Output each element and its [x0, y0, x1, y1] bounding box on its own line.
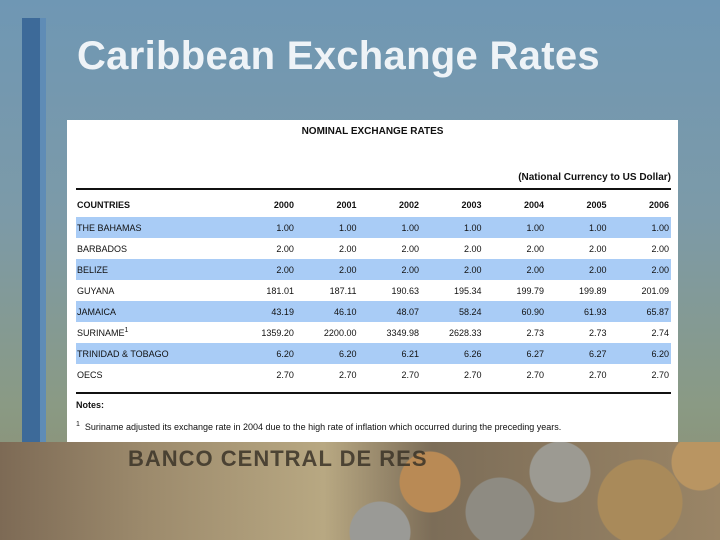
rate-cell: 60.90: [521, 306, 545, 317]
country-cell: THE BAHAMAS: [77, 222, 142, 233]
rate-cell: 2.70: [526, 369, 545, 380]
header-cell: 2004: [523, 200, 545, 210]
header-cell: COUNTRIES: [77, 200, 131, 210]
header-cell: 2001: [336, 200, 357, 210]
country-cell: BARBADOS: [77, 243, 128, 254]
rate-cell: 187.11: [329, 285, 357, 296]
footnote-number: 1: [76, 421, 80, 428]
table-row: SURINAME1 1359.20 2200.00 3349.98 2628.3…: [76, 322, 671, 343]
rate-cell: 2.73: [589, 327, 607, 338]
rate-cell: 2.00: [526, 264, 545, 275]
footnote-marker: 1: [124, 327, 129, 334]
rate-cell: 1.00: [463, 222, 482, 233]
banknote-text: BANCO CENTRAL DE RES: [128, 446, 428, 471]
rate-cell: 2.00: [589, 243, 607, 254]
exchange-rate-table-image: NOMINAL EXCHANGE RATES (National Currenc…: [67, 120, 678, 442]
table-row: JAMAICA 43.19 46.10 48.07 58.24 60.90 61…: [76, 301, 671, 322]
country-cell: BELIZE: [77, 264, 109, 275]
table-row: OECS 2.70 2.70 2.70 2.70 2.70 2.70 2.70: [76, 364, 671, 385]
table-bottom-rule: [76, 392, 671, 394]
country-cell: OECS: [77, 369, 103, 380]
rate-cell: 1.00: [589, 222, 607, 233]
rate-cell: 2.70: [463, 369, 482, 380]
table-units: (National Currency to US Dollar): [518, 172, 671, 183]
rate-cell: 2.74: [651, 327, 670, 338]
rate-cell: 2.00: [276, 264, 294, 275]
rate-cell: 2.00: [589, 264, 607, 275]
table-row: BARBADOS 2.00 2.00 2.00 2.00 2.00 2.00 2…: [76, 238, 671, 259]
notes-heading: Notes:: [76, 400, 105, 410]
rate-cell: 1.00: [526, 222, 545, 233]
country-cell: GUYANA: [77, 285, 115, 296]
footnote: 1 Suriname adjusted its exchange rate in…: [76, 421, 561, 432]
rate-cell: 6.27: [526, 348, 545, 359]
rate-cell: 2.70: [338, 369, 357, 380]
rate-cell: 199.79: [516, 285, 545, 296]
header-cell: 2002: [398, 200, 419, 210]
rate-cell: 6.27: [589, 348, 607, 359]
rate-cell: 46.10: [333, 306, 357, 317]
rate-cell: 65.87: [646, 306, 670, 317]
rate-cell: 6.20: [651, 348, 670, 359]
rate-cell: 1.00: [338, 222, 357, 233]
table-header-row: COUNTRIES 2000 2001 2002 2003 2004 2005 …: [76, 195, 671, 215]
rate-cell: 2.00: [463, 243, 482, 254]
rate-cell: 201.09: [641, 285, 670, 296]
rate-cell: 190.63: [391, 285, 419, 296]
rate-cell: 2.70: [276, 369, 294, 380]
table-row: THE BAHAMAS 1.00 1.00 1.00 1.00 1.00 1.0…: [76, 217, 671, 238]
slide-title: Caribbean Exchange Rates: [77, 34, 600, 78]
rate-cell: 1.00: [276, 222, 294, 233]
accent-bar: [22, 18, 40, 540]
rate-cell: 2.00: [338, 243, 357, 254]
rate-cell: 2.00: [526, 243, 545, 254]
country-cell: TRINIDAD & TOBAGO: [77, 348, 169, 359]
rate-cell: 1359.20: [261, 327, 294, 338]
table-grid: COUNTRIES 2000 2001 2002 2003 2004 2005 …: [76, 195, 671, 385]
rate-cell: 1.00: [401, 222, 419, 233]
rate-cell: 181.01: [266, 285, 294, 296]
footnote-text: Suriname adjusted its exchange rate in 2…: [84, 422, 562, 432]
rate-cell: 2628.33: [448, 327, 482, 338]
rate-cell: 2.70: [589, 369, 607, 380]
rate-cell: 6.26: [463, 348, 482, 359]
rate-cell: 2.00: [401, 264, 419, 275]
header-cell: 2003: [461, 200, 482, 210]
header-cell: 2000: [273, 200, 294, 210]
rate-cell: 6.20: [338, 348, 357, 359]
rate-cell: 195.34: [453, 285, 482, 296]
country-name: SURINAME: [77, 328, 125, 338]
table-row: BELIZE 2.00 2.00 2.00 2.00 2.00 2.00 2.0…: [76, 259, 671, 280]
rate-cell: 199.89: [579, 285, 607, 296]
rate-cell: 58.24: [458, 306, 482, 317]
accent-bar-highlight: [40, 18, 46, 540]
rate-cell: 2.70: [651, 369, 670, 380]
table-row: TRINIDAD & TOBAGO 6.20 6.20 6.21 6.26 6.…: [76, 343, 671, 364]
currency-background-image: [0, 442, 720, 540]
rate-cell: 2.00: [651, 243, 670, 254]
country-cell: JAMAICA: [77, 306, 117, 317]
table-row: GUYANA 181.01 187.11 190.63 195.34 199.7…: [76, 280, 671, 301]
rate-cell: 1.00: [651, 222, 670, 233]
rate-cell: 2.00: [338, 264, 357, 275]
header-cell: 2006: [649, 200, 670, 210]
rate-cell: 43.19: [271, 306, 294, 317]
header-cell: 2005: [586, 200, 607, 210]
rate-cell: 2.00: [463, 264, 482, 275]
rate-cell: 2.73: [526, 327, 545, 338]
rate-cell: 2.70: [401, 369, 419, 380]
rate-cell: 2.00: [651, 264, 670, 275]
rate-cell: 48.07: [396, 306, 419, 317]
rate-cell: 6.21: [401, 348, 419, 359]
rate-cell: 2.00: [401, 243, 419, 254]
rate-cell: 6.20: [276, 348, 294, 359]
rate-cell: 2200.00: [323, 327, 357, 338]
table-caption: NOMINAL EXCHANGE RATES: [301, 126, 444, 137]
rate-cell: 61.93: [584, 306, 607, 317]
rate-cell: 3349.98: [386, 327, 419, 338]
table-top-rule: [76, 188, 671, 190]
country-cell: SURINAME1: [76, 327, 233, 338]
rate-cell: 2.00: [276, 243, 294, 254]
